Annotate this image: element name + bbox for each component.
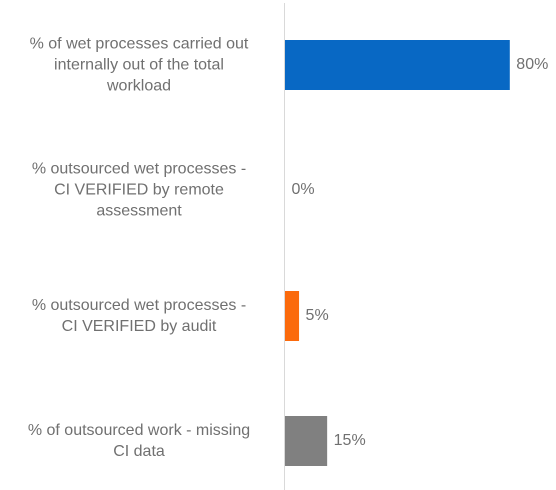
category-label-line: CI VERIFIED by remote xyxy=(54,181,224,199)
category-label-line: % of wet processes carried out xyxy=(29,35,249,53)
bar-4 xyxy=(285,416,328,466)
category-label-line: % outsourced wet processes - xyxy=(31,160,247,178)
value-label-4: 15% xyxy=(333,432,366,449)
category-label-line: % of outsourced work - missing xyxy=(27,422,251,439)
value-label-2: 0% xyxy=(291,181,315,198)
category-label-line: CI data xyxy=(113,443,165,460)
value-label-1: 80% xyxy=(516,56,549,73)
category-label-3: % outsourced wet processes - CI VERIFIED … xyxy=(4,295,274,337)
category-label-line: internally out of the total xyxy=(54,56,224,74)
value-label-3: 5% xyxy=(305,307,329,324)
category-label-line: assessment xyxy=(96,202,182,220)
bar-1 xyxy=(285,40,510,90)
bar-3 xyxy=(285,291,300,341)
category-label-4: % of outsourced work - missing CI data xyxy=(4,420,274,462)
category-label-line: % outsourced wet processes - xyxy=(31,297,247,314)
category-label-2: % outsourced wet processes - CI VERIFIED … xyxy=(4,159,274,222)
category-label-line: workload xyxy=(106,77,172,95)
category-label-line: CI VERIFIED by audit xyxy=(61,318,217,335)
category-label-1: % of wet processes carried out internally… xyxy=(4,34,274,97)
